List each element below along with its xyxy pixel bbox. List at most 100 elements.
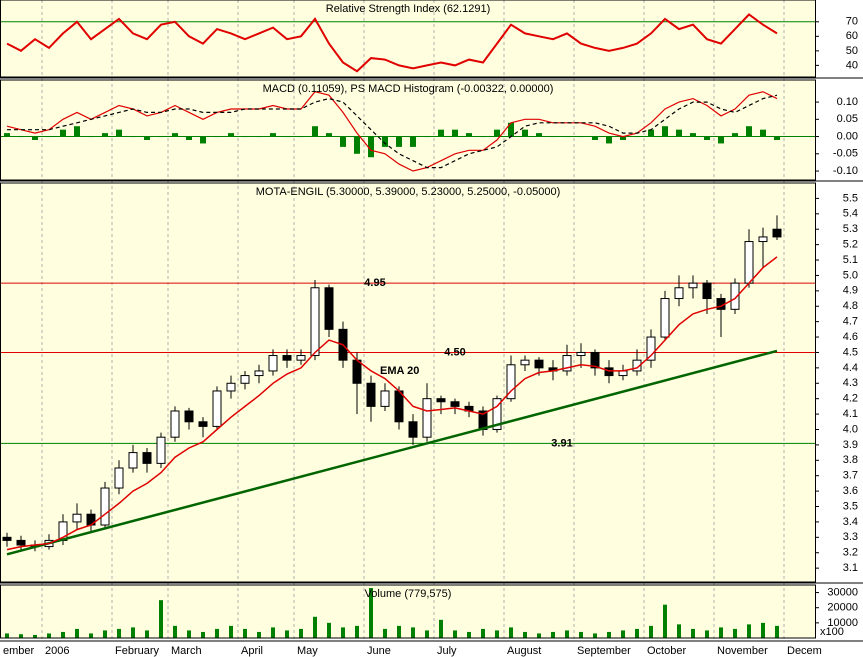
y-tick-label: 4.5 bbox=[843, 346, 858, 358]
y-tick-label: 4.9 bbox=[843, 285, 858, 297]
histogram-bar bbox=[32, 136, 38, 140]
candle-body bbox=[394, 390, 404, 423]
candle-body bbox=[380, 390, 390, 407]
candle-body bbox=[772, 228, 782, 238]
candle-body bbox=[688, 282, 698, 289]
histogram-bar bbox=[648, 129, 654, 137]
panel-title: MACD (0.11059), PS MACD Histogram (-0.00… bbox=[263, 83, 554, 95]
y-tick-label: 70 bbox=[846, 16, 858, 28]
candle-body bbox=[156, 436, 166, 464]
y-tick-label: 5.2 bbox=[843, 239, 858, 251]
candle-body bbox=[520, 359, 530, 366]
histogram-bar bbox=[550, 136, 556, 138]
series-line bbox=[6, 13, 778, 73]
candle-body bbox=[212, 390, 222, 427]
volume-bar bbox=[285, 630, 289, 638]
candle-body bbox=[450, 401, 460, 407]
x-tick-label: October bbox=[647, 645, 686, 657]
histogram-bar bbox=[508, 122, 514, 137]
candle-body bbox=[492, 398, 502, 430]
candle-body bbox=[296, 355, 306, 361]
x-tick-label: 2006 bbox=[45, 645, 69, 657]
x-tick-label: November bbox=[717, 645, 768, 657]
volume-bar bbox=[481, 628, 485, 638]
y-tick-label: 5.0 bbox=[843, 269, 858, 281]
candle-body bbox=[436, 398, 446, 403]
histogram-bar bbox=[214, 136, 220, 138]
volume-bar bbox=[243, 628, 247, 638]
candle-body bbox=[534, 359, 544, 369]
histogram-bar bbox=[424, 136, 430, 138]
histogram-bar bbox=[774, 136, 780, 140]
volume-bar bbox=[691, 628, 695, 638]
x-tick-label: Decem bbox=[787, 645, 822, 657]
y-tick-label: 4.7 bbox=[843, 316, 858, 328]
histogram-bar bbox=[298, 136, 304, 138]
histogram-bar bbox=[326, 133, 332, 137]
y-tick-label: 5.4 bbox=[843, 208, 858, 220]
histogram-bar bbox=[690, 133, 696, 137]
plot-border bbox=[0, 79, 816, 181]
histogram-bar bbox=[564, 136, 570, 138]
volume-bar bbox=[397, 625, 401, 638]
volume-bar bbox=[299, 628, 303, 638]
y-tick-label: 3.6 bbox=[843, 485, 858, 497]
volume-bar bbox=[677, 624, 681, 638]
volume-bar bbox=[173, 625, 177, 638]
y-tick-label: 3.7 bbox=[843, 470, 858, 482]
histogram-bar bbox=[452, 129, 458, 137]
candle-body bbox=[660, 298, 670, 338]
histogram-bar bbox=[116, 129, 122, 137]
candle-body bbox=[576, 351, 586, 357]
histogram-bar bbox=[536, 133, 542, 137]
volume-bar bbox=[355, 625, 359, 638]
y-tick-label: 5.5 bbox=[843, 192, 858, 204]
candle-body bbox=[646, 336, 656, 361]
volume-bar bbox=[523, 631, 527, 638]
volume-bar bbox=[551, 631, 555, 638]
y-tick-label: 0.05 bbox=[837, 113, 858, 125]
plot-background bbox=[0, 80, 815, 180]
volume-bar bbox=[215, 628, 219, 638]
x-tick-label: September bbox=[577, 645, 631, 657]
candle-body bbox=[226, 382, 236, 392]
candle-body bbox=[562, 355, 572, 372]
histogram-bar bbox=[494, 129, 500, 137]
histogram-bar bbox=[578, 136, 584, 138]
volume-bar bbox=[131, 627, 135, 638]
volume-bar bbox=[649, 625, 653, 638]
candle-body bbox=[2, 536, 12, 541]
y-tick-label: 3.4 bbox=[843, 516, 858, 528]
histogram-bar bbox=[620, 136, 626, 140]
volume-bar bbox=[229, 625, 233, 638]
y-tick-label: -0.05 bbox=[833, 148, 858, 160]
volume-bar bbox=[537, 633, 541, 638]
candle-body bbox=[758, 236, 768, 243]
candle-body bbox=[114, 467, 124, 489]
volume-bar bbox=[705, 630, 709, 638]
histogram-bar bbox=[354, 136, 360, 154]
volume-bar bbox=[33, 634, 37, 638]
volume-bar bbox=[383, 628, 387, 638]
histogram-bar bbox=[438, 129, 444, 137]
volume-bar bbox=[103, 630, 107, 638]
candle-body bbox=[408, 421, 418, 438]
histogram-bar bbox=[60, 129, 66, 137]
volume-bar bbox=[509, 627, 513, 638]
level-label: 4.95 bbox=[364, 277, 385, 289]
volume-bar bbox=[117, 628, 121, 638]
histogram-bar bbox=[102, 133, 108, 137]
candle-body bbox=[254, 370, 264, 377]
volume-bar bbox=[145, 630, 149, 638]
histogram-bar bbox=[172, 133, 178, 137]
y-tick-label: 4.0 bbox=[843, 423, 858, 435]
candle-body bbox=[702, 282, 712, 300]
x-tick-label: June bbox=[367, 645, 391, 657]
histogram-bar bbox=[18, 136, 24, 138]
unit-label: x100 bbox=[820, 626, 844, 638]
histogram-bar bbox=[242, 136, 248, 138]
histogram-bar bbox=[158, 136, 164, 138]
volume-bar bbox=[747, 624, 751, 638]
candle-body bbox=[310, 287, 320, 357]
